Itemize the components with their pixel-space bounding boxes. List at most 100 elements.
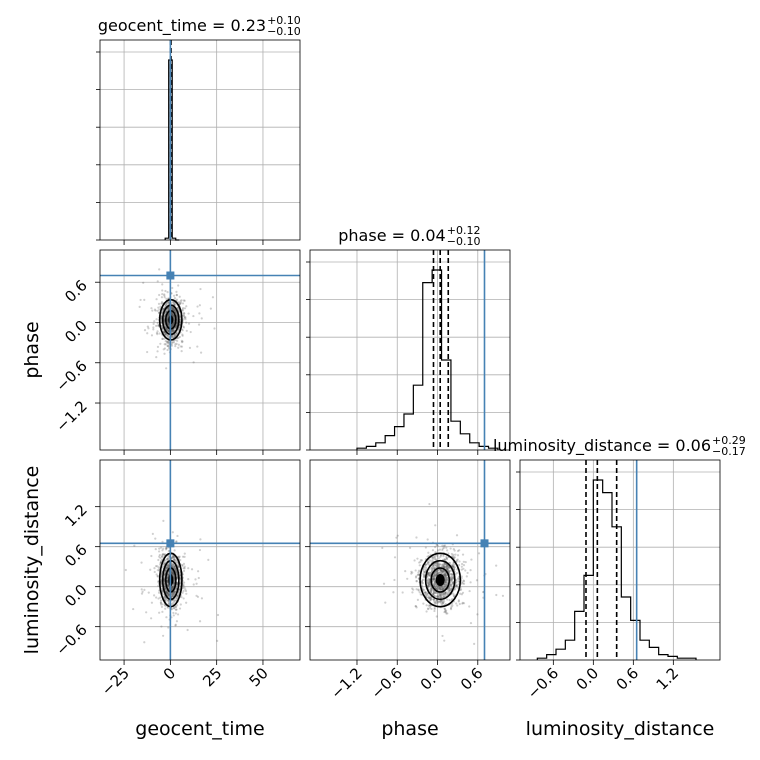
sample-point bbox=[174, 568, 177, 571]
sample-point bbox=[434, 591, 437, 594]
sample-point bbox=[442, 565, 445, 569]
sample-point bbox=[172, 329, 175, 332]
sample-point bbox=[167, 626, 170, 629]
sample-point bbox=[442, 572, 445, 576]
sample-point bbox=[430, 588, 433, 591]
sample-point bbox=[433, 567, 436, 570]
sample-point bbox=[442, 570, 445, 573]
sample-point bbox=[172, 321, 175, 324]
sample-point bbox=[433, 584, 436, 588]
sample-point bbox=[171, 556, 174, 559]
sample-point bbox=[173, 607, 176, 610]
sample-point bbox=[436, 554, 439, 557]
sample-point bbox=[416, 557, 419, 560]
sample-point bbox=[151, 532, 154, 535]
sample-point bbox=[438, 563, 441, 566]
sample-point bbox=[436, 591, 439, 595]
sample-point bbox=[182, 589, 185, 593]
sample-point bbox=[414, 576, 418, 579]
sample-point bbox=[174, 623, 177, 626]
sample-point bbox=[443, 583, 446, 586]
sample-point bbox=[181, 340, 184, 343]
sample-point bbox=[432, 567, 435, 570]
sample-point bbox=[444, 583, 448, 586]
sample-point bbox=[174, 569, 177, 572]
sample-point bbox=[167, 600, 170, 603]
sample-point bbox=[170, 307, 174, 310]
sample-point bbox=[160, 573, 163, 576]
sample-point bbox=[441, 563, 444, 566]
sample-point bbox=[173, 591, 177, 594]
sample-point bbox=[457, 599, 460, 602]
sample-point bbox=[426, 572, 429, 576]
sample-point bbox=[427, 573, 430, 576]
sample-point bbox=[445, 578, 449, 582]
sample-point bbox=[189, 330, 192, 334]
sample-point bbox=[438, 587, 441, 590]
x-tick-label: 0.0 bbox=[573, 664, 603, 694]
sample-point bbox=[411, 587, 414, 590]
sample-point bbox=[444, 593, 447, 596]
sample-point bbox=[444, 584, 447, 587]
sample-point bbox=[175, 324, 178, 327]
sample-point bbox=[171, 572, 175, 576]
sample-point bbox=[171, 586, 174, 589]
sample-point bbox=[160, 574, 163, 577]
panel-frame bbox=[309, 459, 511, 661]
sample-point bbox=[165, 340, 169, 343]
density-contour bbox=[419, 552, 462, 608]
sample-point bbox=[161, 555, 164, 558]
sample-point bbox=[177, 555, 180, 558]
sample-point bbox=[447, 587, 450, 590]
sample-point bbox=[167, 593, 170, 596]
sample-point bbox=[154, 548, 157, 551]
sample-point bbox=[160, 315, 163, 318]
sample-point bbox=[172, 301, 175, 304]
sample-point bbox=[174, 624, 177, 627]
sample-point bbox=[461, 601, 464, 604]
sample-point bbox=[460, 581, 464, 584]
sample-point bbox=[446, 568, 449, 571]
sample-point bbox=[167, 573, 170, 576]
sample-point bbox=[443, 563, 446, 566]
sample-point bbox=[426, 555, 429, 558]
sample-point bbox=[173, 591, 176, 594]
sample-point bbox=[443, 571, 446, 574]
sample-point bbox=[457, 578, 460, 581]
sample-point bbox=[444, 590, 447, 593]
sample-point bbox=[165, 558, 169, 561]
sample-point bbox=[167, 564, 170, 567]
sample-point bbox=[183, 586, 186, 589]
sample-point bbox=[477, 552, 481, 555]
sample-point bbox=[172, 341, 176, 344]
sample-point bbox=[175, 559, 178, 562]
sample-point bbox=[424, 546, 427, 549]
sample-point bbox=[181, 329, 184, 332]
sample-point bbox=[450, 552, 454, 556]
sample-point bbox=[172, 308, 175, 311]
sample-point bbox=[184, 588, 187, 591]
sample-point bbox=[427, 551, 430, 554]
sample-point bbox=[159, 556, 162, 560]
sample-point bbox=[418, 591, 421, 594]
sample-point bbox=[174, 608, 178, 611]
sample-point bbox=[443, 585, 446, 588]
sample-point bbox=[197, 576, 200, 580]
sample-point bbox=[458, 549, 461, 552]
sample-point bbox=[420, 580, 423, 583]
sample-point bbox=[157, 580, 160, 583]
sample-point bbox=[166, 565, 170, 568]
sample-point bbox=[178, 302, 182, 306]
sample-point bbox=[178, 571, 181, 574]
sample-point bbox=[450, 579, 453, 582]
sample-point bbox=[439, 595, 442, 598]
sample-point bbox=[445, 558, 449, 561]
sample-point bbox=[424, 566, 428, 569]
sample-point bbox=[172, 558, 175, 561]
sample-point bbox=[163, 296, 166, 299]
sample-point bbox=[163, 595, 166, 598]
sample-point bbox=[429, 604, 432, 607]
sample-point bbox=[442, 564, 445, 568]
x-axis-label-phase: phase bbox=[381, 718, 438, 740]
sample-point bbox=[170, 344, 174, 347]
